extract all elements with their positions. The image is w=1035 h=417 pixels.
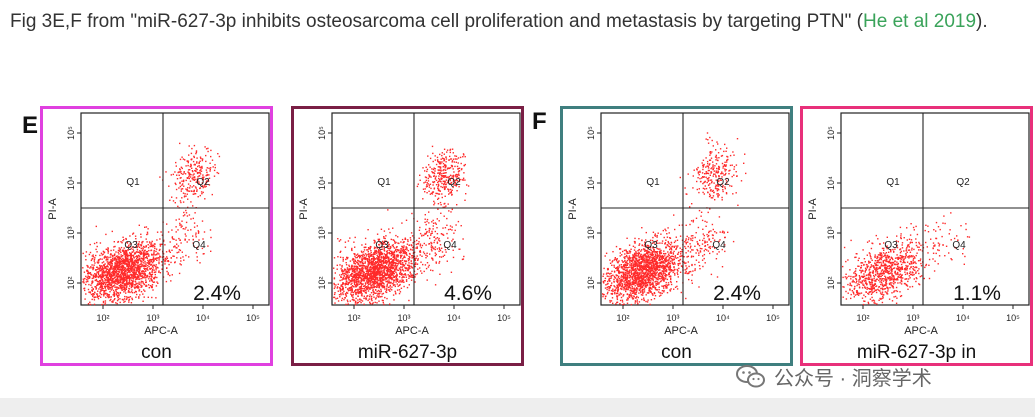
scatter-plot: Q1 Q2 Q3 Q4 2.4% 10² 10³ 10⁴ 10⁵ 10² 10³ 10⁴ 10⁵ APC-… [567,112,790,337]
x-tick-label: 10² [96,313,109,323]
x-tick-label: 10² [347,313,360,323]
y-tick-label: 10⁵ [66,126,76,140]
quadrant-label: Q3 [644,240,658,251]
x-axis-label: APC-A [395,325,429,337]
y-tick-label: 10⁴ [586,176,596,190]
y-axis-label: PI-A [807,198,819,220]
x-tick-label: 10³ [397,313,410,323]
watermark: 公众号 · 洞察学术 [736,362,932,391]
y-tick-label: 10² [826,276,836,289]
group-label: con [661,342,692,363]
quadrant-label: Q2 [196,177,210,188]
quadrant-label: Q3 [884,240,898,251]
x-tick-label: 10⁴ [196,313,210,323]
group-label: miR-627-3p in [856,342,977,363]
x-tick-label: 10³ [146,313,159,323]
quadrant-label: Q4 [712,240,726,251]
dot-cloud [333,145,470,306]
x-axis-label: APC-A [904,325,938,337]
group-label: con [141,342,172,363]
x-tick-label: 10⁴ [716,313,730,323]
caption-text: Fig 3E,F from "miR-627-3p inhibits osteo… [10,11,863,32]
y-tick-label: 10² [317,276,327,289]
y-axis-label: PI-A [567,198,579,220]
flow-plot-e-mir: Q1 Q2 Q3 Q4 4.6% 10² 10³ 10⁴ 10⁵ 10² 10³ 10⁴ 10⁵ APC-… [291,106,524,366]
scatter-plot: Q1 Q2 Q3 Q4 1.1% 10² 10³ 10⁴ 10⁵ 10² 10³ 10⁴ 10⁵ APC-… [807,112,1030,337]
wechat-icon [736,364,765,387]
y-tick-label: 10⁵ [826,126,836,140]
y-tick-label: 10⁴ [317,176,327,190]
dot-cloud [602,132,747,306]
y-axis-label: PI-A [298,198,310,220]
panel-letter-f: F [532,108,547,135]
x-axis-label: APC-A [144,325,178,337]
y-tick-label: 10² [586,276,596,289]
percent-label: 2.4% [193,282,241,305]
x-tick-label: 10⁵ [246,313,260,323]
quadrant-label: Q2 [447,177,461,188]
quadrant-label: Q1 [886,177,900,188]
x-tick-label: 10⁵ [1006,313,1020,323]
dot-cloud [82,142,221,306]
x-tick-label: 10² [856,313,869,323]
scatter-plot: Q1 Q2 Q3 Q4 2.4% 10² 10³ 10⁴ 10⁵ 10² 10³ 10⁴ 10⁵ APC-… [47,112,270,337]
quadrant-label: Q2 [716,177,730,188]
x-tick-label: 10³ [666,313,679,323]
quadrant-label: Q1 [377,177,391,188]
scatter-plot: Q1 Q2 Q3 Q4 4.6% 10² 10³ 10⁴ 10⁵ 10² 10³ 10⁴ 10⁵ APC-… [298,112,521,337]
percent-label: 4.6% [444,282,492,305]
citation-link[interactable]: He et al 2019 [863,11,977,32]
plot-frame [840,112,1030,306]
flow-plot-f-mir-inhibitor: Q1 Q2 Q3 Q4 1.1% 10² 10³ 10⁴ 10⁵ 10² 10³ 10⁴ 10⁵ APC-… [800,106,1033,366]
y-tick-label: 10⁵ [586,126,596,140]
dot-cloud [842,212,971,306]
footer-bar [0,398,1035,417]
y-tick-label: 10³ [66,226,76,239]
quadrant-label: Q4 [952,240,966,251]
y-tick-label: 10⁴ [66,176,76,190]
y-tick-label: 10³ [586,226,596,239]
figure-caption: Fig 3E,F from "miR-627-3p inhibits osteo… [10,4,1025,40]
y-tick-label: 10³ [317,226,327,239]
x-tick-label: 10² [616,313,629,323]
x-tick-label: 10⁵ [497,313,511,323]
quadrant-label: Q4 [443,240,457,251]
quadrant-label: Q1 [646,177,660,188]
y-tick-label: 10⁴ [826,176,836,190]
percent-label: 2.4% [713,282,761,305]
panel-letter-e: E [22,112,39,139]
x-axis-label: APC-A [664,325,698,337]
plot-frame [600,112,790,306]
flow-plot-e-con: Q1 Q2 Q3 Q4 2.4% 10² 10³ 10⁴ 10⁵ 10² 10³ 10⁴ 10⁵ APC-… [40,106,273,366]
quadrant-label: Q3 [124,240,138,251]
x-tick-label: 10⁴ [447,313,461,323]
quadrant-label: Q3 [375,240,389,251]
quadrant-label: Q1 [126,177,140,188]
x-tick-label: 10⁵ [766,313,780,323]
caption-end: ). [976,11,988,32]
y-tick-label: 10² [66,276,76,289]
y-tick-label: 10³ [826,226,836,239]
y-axis-label: PI-A [47,198,59,220]
group-label: miR-627-3p [357,342,458,363]
quadrant-label: Q4 [192,240,206,251]
watermark-text: 公众号 · 洞察学术 [774,368,932,390]
x-tick-label: 10³ [906,313,919,323]
y-tick-label: 10⁵ [317,126,327,140]
quadrant-label: Q2 [956,177,970,188]
x-tick-label: 10⁴ [956,313,970,323]
percent-label: 1.1% [953,282,1001,305]
flow-plot-f-con: Q1 Q2 Q3 Q4 2.4% 10² 10³ 10⁴ 10⁵ 10² 10³ 10⁴ 10⁵ APC-… [560,106,793,366]
